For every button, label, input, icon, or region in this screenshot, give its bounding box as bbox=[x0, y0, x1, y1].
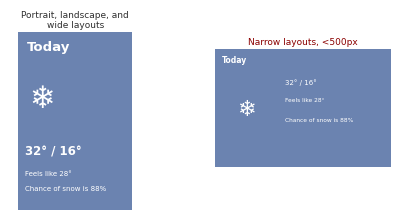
FancyBboxPatch shape bbox=[18, 32, 132, 210]
Text: Today: Today bbox=[27, 41, 70, 54]
Text: ❄: ❄ bbox=[29, 85, 55, 114]
FancyBboxPatch shape bbox=[215, 49, 391, 167]
Text: Chance of snow is 88%: Chance of snow is 88% bbox=[285, 118, 353, 123]
Text: Feels like 28°: Feels like 28° bbox=[285, 98, 324, 103]
Text: 32° / 16°: 32° / 16° bbox=[285, 79, 316, 86]
Text: Portrait, landscape, and
wide layouts: Portrait, landscape, and wide layouts bbox=[21, 10, 129, 30]
Text: Narrow layouts, <500px: Narrow layouts, <500px bbox=[248, 38, 358, 47]
Text: Chance of snow is 88%: Chance of snow is 88% bbox=[25, 186, 107, 192]
Text: Today: Today bbox=[222, 56, 247, 65]
Text: Feels like 28°: Feels like 28° bbox=[25, 171, 72, 177]
Text: 32° / 16°: 32° / 16° bbox=[25, 146, 82, 159]
Text: ❄: ❄ bbox=[237, 100, 256, 120]
